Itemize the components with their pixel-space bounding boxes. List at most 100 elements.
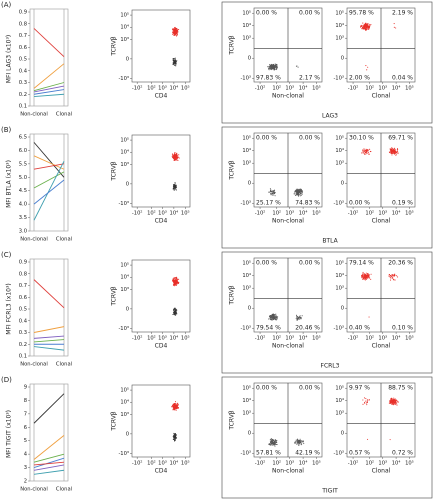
y-tick-label: 0.1 — [19, 354, 27, 360]
x-tick-label: 10⁵ — [181, 211, 190, 217]
event-dot — [271, 440, 274, 442]
quadrant-value-label: 2.17 % — [299, 75, 320, 82]
event-dot — [175, 29, 177, 31]
quadrant-events — [295, 65, 299, 68]
x-tick-label: Non-clonal — [20, 237, 48, 243]
y-tick-label: -10³ — [118, 76, 129, 82]
y-axis-label: TCRVβ — [229, 35, 236, 55]
quadrant-events — [267, 63, 279, 71]
y-tick-label: 10³ — [120, 287, 129, 293]
event-dot — [271, 194, 273, 196]
quadrant-events — [366, 438, 369, 440]
y-tick-label: 0 — [248, 181, 251, 187]
event-dot — [296, 441, 298, 443]
y-tick-label: -10³ — [333, 451, 344, 457]
event-dot — [172, 33, 174, 35]
event-dot — [276, 317, 278, 319]
x-tick-label: 10² — [147, 336, 156, 342]
y-tick-label: 2 — [24, 479, 27, 485]
y-tick-label: 10⁴ — [335, 273, 344, 279]
y-tick-label: 10³ — [335, 161, 344, 167]
event-dot — [392, 403, 395, 405]
panel-x-label: Non-clonal — [272, 343, 304, 350]
event-dot — [272, 316, 274, 319]
y-tick-label: 10⁴ — [120, 25, 129, 31]
event-dot — [173, 407, 175, 410]
event-dot — [175, 156, 177, 158]
event-dot — [389, 399, 391, 401]
x-axis-label: CD4 — [155, 93, 168, 100]
event-dot — [173, 278, 175, 280]
event-dot — [269, 318, 271, 320]
event-dot — [391, 154, 393, 156]
x-tick-label: 10² — [365, 336, 374, 342]
event-dot — [392, 279, 394, 281]
event-dot — [294, 442, 296, 444]
plot-frame — [131, 134, 191, 208]
y-tick-label: 10⁴ — [120, 400, 129, 406]
event-dot — [362, 151, 364, 153]
event-dot — [390, 148, 392, 150]
event-dot — [301, 440, 303, 442]
x-tick-label: 10⁴ — [299, 211, 308, 217]
event-dot — [172, 409, 174, 411]
event-dot — [275, 68, 277, 70]
y-tick-label: 5.5 — [19, 161, 27, 167]
y-tick-label: 10⁵ — [120, 138, 129, 144]
x-tick-label: 10⁵ — [405, 336, 414, 342]
event-dot — [268, 318, 270, 320]
x-tick-label: 10³ — [285, 211, 294, 217]
event-dot — [395, 151, 397, 153]
event-dot — [177, 405, 179, 407]
plot-frame — [29, 133, 69, 232]
event-dot — [172, 27, 174, 30]
quadrant-value-label: 9.97 % — [349, 385, 370, 392]
event-dot — [369, 148, 371, 150]
event-dot — [389, 439, 391, 441]
event-dot — [365, 152, 367, 154]
event-dot — [272, 315, 275, 317]
event-dot — [367, 27, 369, 29]
event-dot — [361, 24, 363, 26]
event-dot — [295, 439, 297, 441]
y-tick-label: 0 — [126, 56, 129, 62]
event-dot — [365, 22, 367, 24]
event-dot — [392, 150, 394, 152]
event-dot — [173, 284, 175, 286]
event-dot — [172, 279, 174, 281]
y-tick-label: 10³ — [242, 411, 251, 417]
event-dot — [174, 152, 176, 154]
event-dot — [388, 275, 390, 278]
series-line — [33, 82, 65, 92]
x-tick-label: 10⁵ — [312, 336, 321, 342]
event-dot — [296, 65, 298, 67]
y-axis-label: TCRVβ — [111, 411, 118, 431]
event-dot — [176, 154, 178, 156]
y-tick-label: 0.7 — [19, 33, 27, 39]
event-dot — [396, 151, 398, 154]
y-tick-label: 10³ — [120, 162, 129, 168]
event-dot — [365, 272, 367, 274]
event-dot — [397, 276, 399, 278]
series-line — [33, 89, 65, 95]
event-dot — [178, 281, 180, 284]
y-tick-label: 0.8 — [19, 271, 27, 277]
event-dot — [367, 150, 369, 152]
event-dot — [392, 400, 394, 402]
event-dot — [394, 273, 396, 275]
y-axis-label: TCRVβ — [229, 410, 236, 430]
event-dot — [268, 191, 271, 193]
y-tick-label: 10³ — [242, 161, 251, 167]
event-dot — [365, 275, 367, 277]
y-tick-label: -10³ — [118, 451, 129, 457]
y-tick-label: 10⁵ — [120, 13, 129, 19]
event-dot — [362, 150, 364, 152]
event-dot — [293, 191, 296, 193]
x-tick-label: 10² — [147, 86, 156, 92]
x-axis-label: FCRL3 — [321, 363, 340, 370]
event-dot — [173, 433, 175, 435]
event-dot — [367, 23, 369, 25]
event-dot — [271, 444, 273, 446]
event-dot — [174, 437, 176, 439]
event-dot — [370, 273, 372, 275]
